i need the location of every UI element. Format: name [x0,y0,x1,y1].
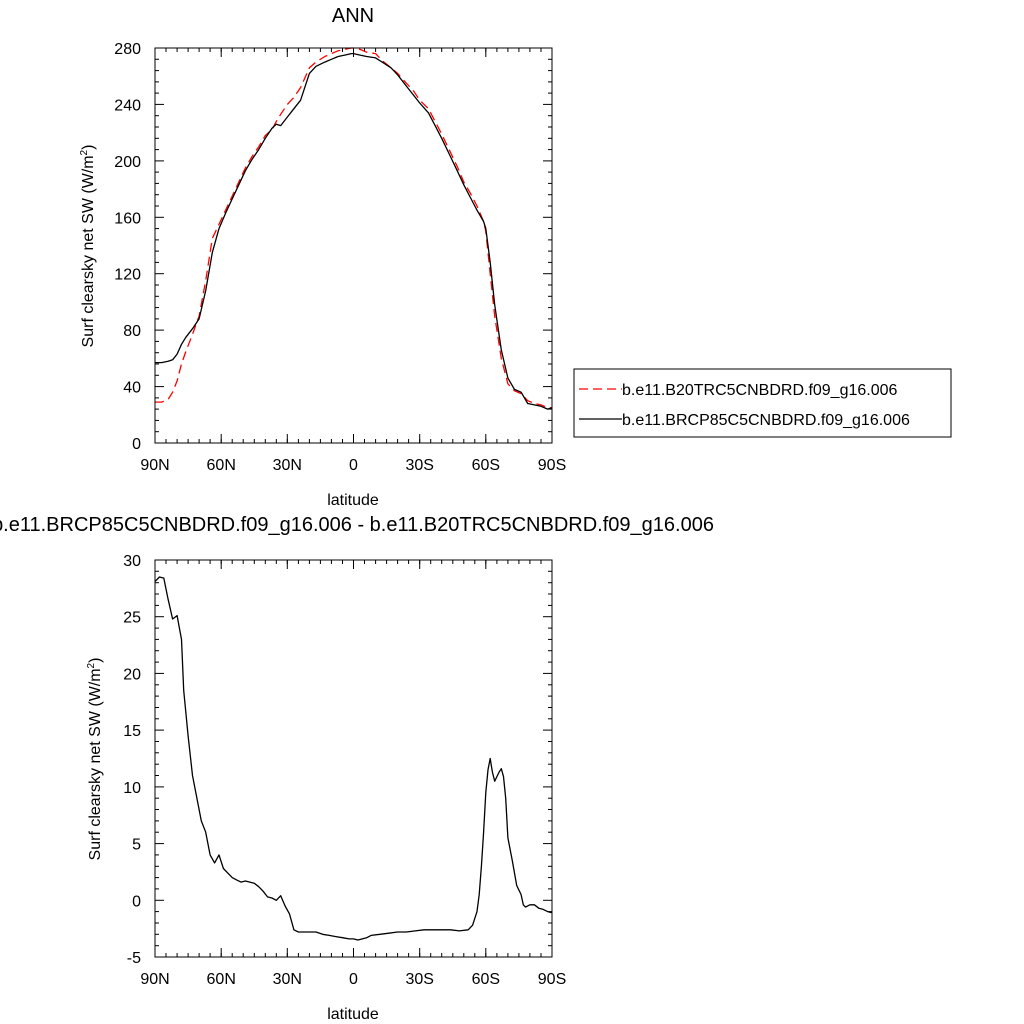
bottom-chart-x-tick-label: 60S [472,971,500,988]
bottom-chart-x-tick-label: 30S [405,971,433,988]
bottom-chart-ylabel-main: Surf clearsky net SW (W/m [87,668,104,860]
top-chart-frame [154,47,553,444]
bottom-chart-y-tick-label: 15 [123,723,141,740]
top-chart-x-tick-label: 30S [405,457,433,474]
top-chart-y-tick-label: 280 [114,41,141,58]
top-chart-title: ANN [332,5,374,27]
bottom-chart-x-tick-label: 60N [207,971,236,988]
bottom-chart-x-tick-label: 30N [273,971,302,988]
bottom-chart-y-tick-label: 0 [132,893,141,910]
top-chart-y-tick-label: 40 [123,380,141,397]
top-chart-x-tick-label: 90S [538,457,566,474]
bottom-chart-ylabel: Surf clearsky net SW (W/m2) [86,658,104,861]
top-chart-ticks: 90N 60N 30N 0 30S 60S 90S 0 40 80 120 160 200 240 280 [114,41,566,474]
bottom-chart-ticks: 90N 60N 30N 0 30S 60S 90S -5 0 5 10 15 20 25 30 [123,553,566,988]
bottom-chart-y-tick-label: -5 [127,950,141,967]
bottom-chart-series-line-0 [154,576,553,941]
top-chart-series-line-1 [155,52,553,410]
bottom-chart-frame [154,559,553,958]
bottom-chart-x-tick-label: 90S [538,971,566,988]
bottom-chart-y-tick-label: 25 [123,610,141,627]
top-chart-ylabel-sup: 2 [79,149,90,155]
legend-entry-0: b.e11.B20TRC5CNBDRD.f09_g16.006 [622,382,898,399]
bottom-chart-x-tick-label: 0 [349,971,358,988]
bottom-chart-series [154,576,553,941]
legend: b.e11.B20TRC5CNBDRD.f09_g16.006 b.e11.BR… [573,368,952,438]
top-chart-y-tick-label: 200 [114,154,141,171]
legend-entry-1: b.e11.BRCP85C5CNBDRD.f09_g16.006 [622,412,910,429]
top-chart-y-tick-label: 160 [114,210,141,227]
top-chart-y-tick-label: 120 [114,267,141,284]
top-chart-series [155,47,553,410]
bottom-chart-y-tick-label: 30 [123,553,141,570]
legend-box [573,368,952,438]
top-chart-x-tick-label: 0 [349,457,358,474]
bottom-chart-x-tick-label: 90N [140,971,169,988]
top-chart-x-tick-label: 60N [207,457,236,474]
bottom-chart-y-tick-label: 20 [123,666,141,683]
top-chart-panel: ANN 90N 60N 30N 0 30S 60S 90S 0 40 80 120 160 200 240… [79,5,566,509]
bottom-chart-ylabel-close: ) [87,658,104,663]
bottom-chart-title: b.e11.BRCP85C5CNBDRD.f09_g16.006 - b.e11… [0,514,714,536]
top-chart-xlabel: latitude [327,492,379,509]
bottom-chart-panel: b.e11.BRCP85C5CNBDRD.f09_g16.006 - b.e11… [0,514,714,1023]
bottom-chart-y-tick-label: 10 [123,780,141,797]
top-chart-ylabel: Surf clearsky net SW (W/m2) [79,145,97,348]
bottom-chart-y-tick-label: 5 [132,837,141,854]
top-chart-y-tick-label: 0 [132,436,141,453]
top-chart-y-tick-label: 80 [123,323,141,340]
top-chart-x-tick-label: 90N [140,457,169,474]
top-chart-x-tick-label: 30N [273,457,302,474]
top-chart-ylabel-close: ) [80,145,97,150]
bottom-chart-xlabel: latitude [327,1006,379,1023]
top-chart-series-line-0 [155,47,552,409]
bottom-chart-ylabel-sup: 2 [86,662,97,668]
top-chart-ylabel-main: Surf clearsky net SW (W/m [80,155,97,347]
top-chart-x-tick-label: 60S [472,457,500,474]
top-chart-y-tick-label: 240 [114,97,141,114]
